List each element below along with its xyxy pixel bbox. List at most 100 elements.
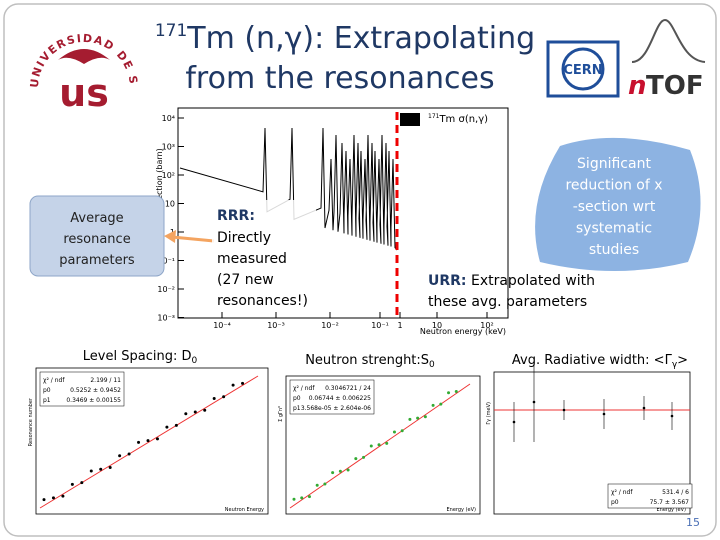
panel-title-text: Avg. Radiative width: <Γ	[512, 353, 673, 368]
urr-head: URR:	[428, 273, 467, 289]
rrr-background	[212, 200, 316, 312]
x-tick-label: 1	[397, 321, 402, 330]
point	[512, 420, 516, 424]
cern-logo: CERN	[546, 40, 620, 98]
panel-x-label: Neutron Energy	[225, 507, 264, 513]
stats-box	[39, 371, 125, 407]
stats-key: χ² / ndf	[293, 385, 315, 392]
panel-title-text: Level Spacing: D	[83, 349, 192, 364]
stats-key: p0	[43, 387, 51, 394]
x-tick-label: 10⁻⁴	[213, 321, 231, 330]
arrow-shaft	[171, 235, 215, 243]
point	[416, 416, 420, 420]
stats-key: p1	[293, 405, 301, 412]
point	[431, 403, 435, 407]
title-isotope: 171	[155, 21, 187, 41]
y-tick-label: 10⁻³	[157, 314, 175, 323]
y-tick-label: 10	[165, 200, 175, 209]
point	[174, 423, 178, 427]
x-tick-label: 10⁻²	[321, 321, 339, 330]
x-tick-label: 10	[432, 321, 442, 330]
y-tick-label: 10³	[162, 143, 175, 152]
panel-title-after: >	[677, 353, 688, 368]
point	[231, 383, 235, 387]
urr-line-2: these avg. parameters	[428, 294, 587, 310]
legend-label: Tm σ(n,γ)	[438, 114, 488, 125]
significant-text: Significant	[577, 156, 651, 172]
rrr-text: (27 new	[217, 272, 274, 288]
title-line-2: from the resonances	[185, 61, 494, 96]
point	[447, 391, 451, 395]
rrr-head: RRR:	[217, 208, 255, 224]
stats-value: 0.06744 ± 0.006225	[309, 395, 371, 402]
ntof-logo: n TOF	[628, 18, 706, 101]
stats-value: 0.3469 ± 0.00155	[66, 397, 121, 404]
x-tick-label: 10⁻¹	[371, 321, 389, 330]
point	[377, 443, 381, 447]
point	[118, 454, 122, 458]
point	[439, 402, 443, 406]
point	[331, 471, 335, 475]
point	[184, 412, 188, 416]
point	[222, 395, 226, 399]
average-text: parameters	[59, 253, 135, 268]
point	[385, 441, 389, 445]
stats-box	[289, 379, 375, 415]
page-number: 15	[686, 516, 700, 529]
stats-key: p0	[293, 395, 301, 402]
university-mark: us	[59, 71, 109, 115]
arrow-head	[164, 230, 176, 243]
panel-title-sub: 0	[429, 360, 435, 370]
significant-text: reduction of x	[565, 178, 662, 194]
legend-marker	[400, 113, 420, 126]
point	[193, 410, 197, 414]
point	[400, 429, 404, 433]
point	[602, 412, 606, 416]
legend-text: 171Tm σ(n,γ)	[428, 113, 488, 125]
point	[369, 444, 373, 448]
rrr-text: Directly	[217, 230, 271, 246]
point	[454, 389, 458, 393]
point	[315, 483, 319, 487]
point	[42, 498, 46, 502]
fit-line	[39, 375, 259, 509]
stats-value: 2.199 / 11	[90, 377, 121, 384]
y-tick-label: 10⁻²	[157, 285, 175, 294]
point	[300, 496, 304, 500]
point	[89, 469, 93, 473]
panel-y-label: Γγ (meV)	[486, 402, 492, 425]
stats-value: 531.4 / 6	[662, 489, 689, 496]
panel-x-label: Energy (eV)	[447, 507, 477, 513]
panel-title: Avg. Radiative width: <Γγ>	[512, 353, 688, 370]
stats-key: p0	[611, 499, 619, 506]
average-text: Average	[70, 211, 123, 226]
cern-text: CERN	[563, 63, 602, 78]
panel-title-sub: 0	[191, 356, 197, 366]
x-tick-label: 10²	[480, 321, 493, 330]
point	[146, 439, 150, 443]
significant-text: -section wrt	[573, 199, 656, 215]
ntof-n: n	[628, 71, 647, 101]
point	[292, 497, 296, 501]
ntof-tof: TOF	[646, 71, 704, 101]
significant-text: systematic	[576, 221, 652, 237]
stats-key: χ² / ndf	[611, 489, 633, 496]
point	[323, 482, 327, 486]
point	[99, 467, 103, 471]
point	[80, 481, 84, 485]
point	[241, 381, 245, 385]
point	[61, 494, 65, 498]
y-tick-label: 10⁻¹	[157, 257, 175, 266]
rrr-text: resonances!)	[217, 293, 308, 309]
significant-text: studies	[589, 242, 639, 258]
title-text: Tm (n,γ): Extrapolating	[186, 21, 535, 56]
stats-value: 3.568e-05 ± 2.604e-06	[301, 405, 371, 412]
title-line-1: 171Tm (n,γ): Extrapolating	[155, 21, 535, 56]
point	[532, 400, 536, 404]
point	[354, 457, 358, 461]
point	[423, 415, 427, 419]
x-tick-label: 10⁻³	[267, 321, 285, 330]
point	[338, 469, 342, 473]
stats-value: 0.3046721 / 24	[325, 385, 371, 392]
